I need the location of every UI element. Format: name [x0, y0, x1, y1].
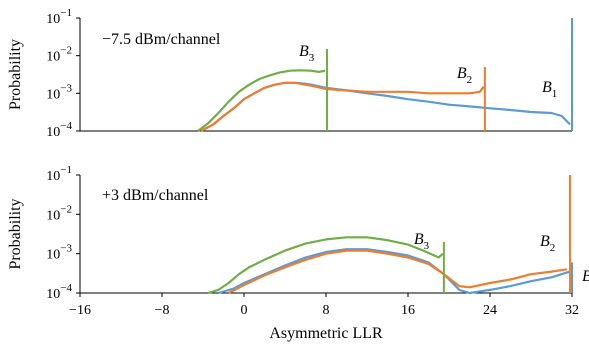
series-curve — [228, 249, 568, 294]
x-tick-label: −8 — [155, 303, 170, 318]
x-tick-label: −16 — [69, 303, 91, 318]
y-tick-label: 10−3 — [46, 82, 72, 102]
y-tick-label: 10−2 — [46, 203, 72, 223]
x-axis-title: Asymmetric LLR — [269, 325, 383, 342]
panel-annotation: −7.5 dBm/channel — [102, 31, 221, 48]
y-tick-label: 10−3 — [46, 243, 72, 263]
spike-label: B2 — [540, 233, 555, 254]
y-tick-label: 10−2 — [46, 45, 72, 65]
series-curve — [197, 69, 326, 132]
x-tick-label: 0 — [241, 303, 248, 318]
y-axis-title: Probability — [7, 39, 24, 110]
spike-label: B1 — [542, 79, 557, 100]
y-tick-label: 10−4 — [46, 120, 72, 140]
panel-1: 10−1 10−2 10−3 10−4 Probability −7.5 dBm/chan… — [7, 7, 573, 140]
spike-label: B3 — [414, 231, 430, 252]
spike-label: B3 — [299, 43, 315, 64]
series-curve — [218, 248, 571, 295]
series-curve — [200, 81, 485, 132]
series-curve — [207, 236, 444, 295]
x-tick-label: 8 — [323, 303, 330, 318]
x-tick-label: 24 — [483, 303, 497, 318]
y-tick-label: 10−4 — [46, 282, 72, 302]
x-tick-label: 16 — [401, 303, 415, 318]
x-tick-label: 32 — [565, 303, 579, 318]
y-axis-title: Probability — [7, 198, 24, 269]
panel-2: 10−1 10−2 10−3 10−4 Probability −16 −8 0 8 16 24 32… — [7, 164, 589, 342]
spike-label: B2 — [457, 65, 472, 86]
y-tick-label: 10−1 — [46, 7, 72, 27]
series-curve — [200, 81, 571, 132]
spike-label: B — [582, 268, 589, 285]
y-tick-label: 10−1 — [46, 164, 72, 184]
panel-annotation: +3 dBm/channel — [102, 187, 209, 204]
